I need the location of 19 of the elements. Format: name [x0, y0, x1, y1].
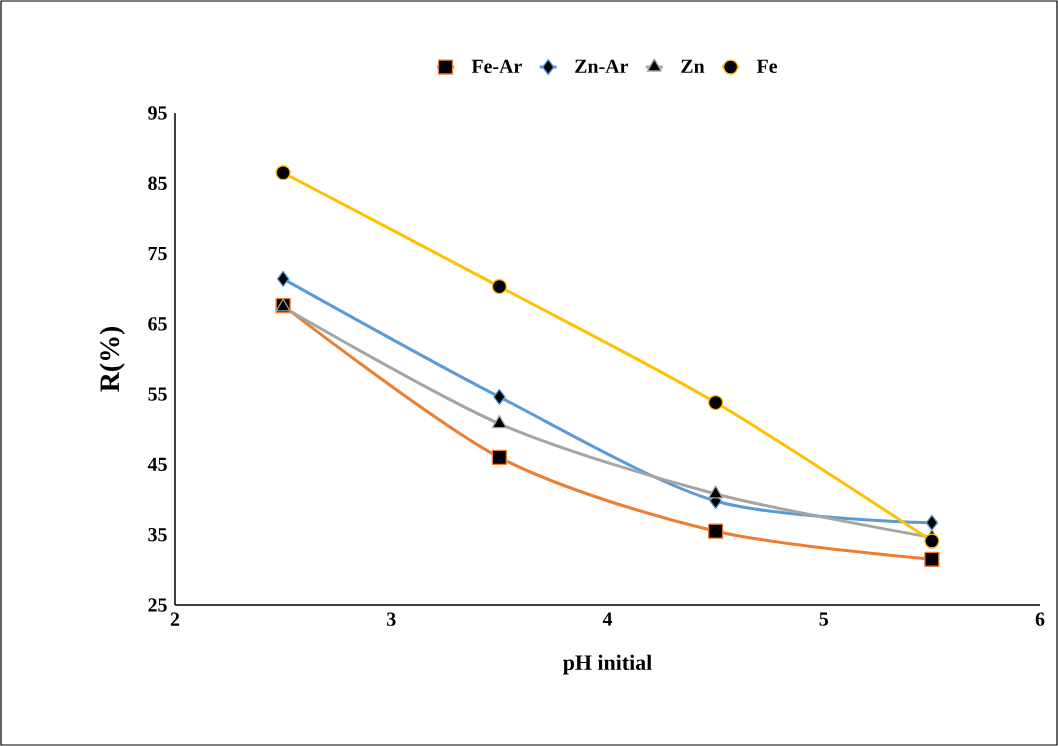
- y-tick-label: 95: [148, 106, 167, 120]
- legend-label: Zn-Ar: [575, 59, 628, 73]
- x-tick-label: 5: [819, 612, 829, 626]
- y-tick-label: 25: [148, 598, 167, 612]
- x-tick-label: 2: [170, 612, 180, 626]
- y-axis-title: R(%): [99, 326, 125, 392]
- y-tick-label: 65: [148, 317, 167, 331]
- y-tick-label: 75: [148, 246, 167, 261]
- y-tick-label: 35: [148, 528, 167, 542]
- y-tick-label: 45: [147, 457, 167, 472]
- legend-label: Fe-Ar: [471, 59, 522, 74]
- legend-label: Zn: [681, 59, 705, 73]
- x-tick-label: 3: [387, 612, 396, 626]
- x-tick-label: 6: [1035, 612, 1045, 626]
- y-tick-label: 85: [148, 176, 167, 190]
- legend-label: Fe: [756, 59, 778, 73]
- x-axis-title: pH initial: [563, 654, 652, 675]
- x-tick-label: 4: [602, 612, 613, 626]
- y-tick-label: 55: [148, 387, 167, 401]
